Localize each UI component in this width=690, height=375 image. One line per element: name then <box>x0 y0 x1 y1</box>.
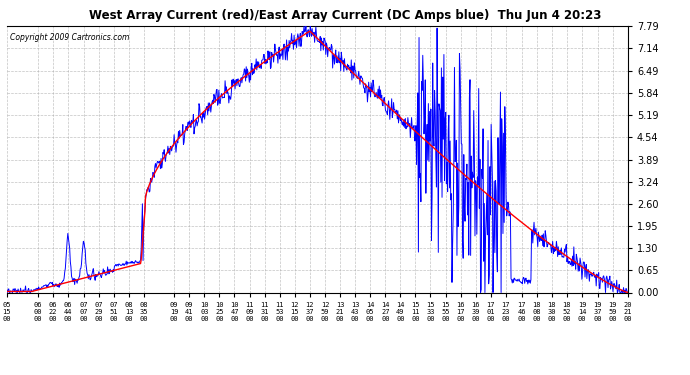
Text: West Array Current (red)/East Array Current (DC Amps blue)  Thu Jun 4 20:23: West Array Current (red)/East Array Curr… <box>89 9 601 22</box>
Text: Copyright 2009 Cartronics.com: Copyright 2009 Cartronics.com <box>10 33 130 42</box>
